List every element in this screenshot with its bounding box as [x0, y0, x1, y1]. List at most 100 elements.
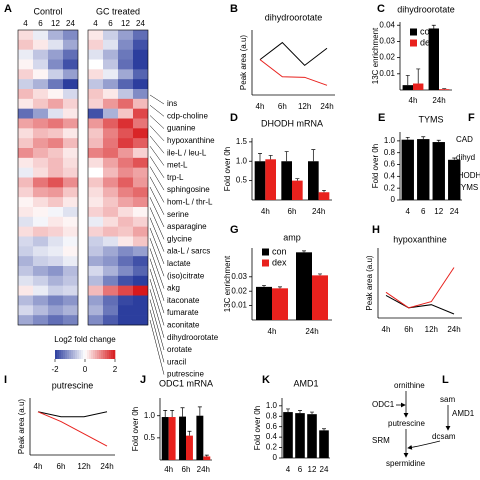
heatmap-cell [33, 266, 48, 277]
error-bar [204, 454, 209, 457]
heatmap-cell [118, 98, 133, 109]
x-tick-label: 4h [34, 462, 43, 471]
heatmap-cell [88, 157, 103, 168]
heatmap-cell [63, 69, 78, 80]
x-tick-label: 6 [421, 207, 426, 216]
x-tick-label: 12h [298, 102, 311, 111]
y-tick-label: 0.03 [379, 37, 395, 46]
colorbar-step [85, 350, 88, 359]
heatmap-cell [118, 197, 133, 208]
colorbar-step [113, 350, 116, 359]
error-bar [310, 411, 314, 415]
leader-line [149, 238, 165, 277]
row-label: sphingosine [167, 185, 210, 194]
heatmap-cell [118, 305, 133, 316]
heatmap-cell [33, 177, 48, 188]
column-label: 6 [108, 19, 113, 28]
heatmap-cell [133, 79, 148, 90]
heatmap-cell [48, 256, 63, 267]
heatmap-cell [103, 275, 118, 286]
colorbar-step [93, 350, 96, 359]
row-label: ala-L / sarcs [167, 247, 210, 256]
row-label: (iso)citrate [167, 271, 205, 280]
heatmap-cell [18, 236, 33, 247]
column-label: 24 [136, 19, 145, 28]
heatmap-cell [103, 39, 118, 50]
legend-label: con [420, 26, 435, 36]
colorbar-step [103, 350, 106, 359]
y-tick-label: 0.2 [384, 183, 396, 192]
heatmap-cell [118, 108, 133, 119]
heatmap-cell [103, 266, 118, 277]
chart-title: AMD1 [293, 378, 318, 388]
heatmap-cell [103, 148, 118, 159]
x-tick-label: 24h [312, 207, 325, 216]
bar [319, 430, 329, 458]
heatmap-cell [88, 197, 103, 208]
heatmap-cell [48, 98, 63, 109]
heatmap-cell [133, 246, 148, 257]
heatmap-cell [118, 79, 133, 90]
heatmap-cell [133, 266, 148, 277]
heatmap-cell [63, 266, 78, 277]
heatmap-cell [103, 157, 118, 168]
heatmap-cell [133, 39, 148, 50]
colorbar-step [75, 350, 78, 359]
error-bar [452, 157, 457, 160]
bar [292, 180, 303, 200]
heatmap-cell [103, 118, 118, 129]
heatmap-cell [33, 315, 48, 326]
heatmap-cell [133, 89, 148, 100]
heatmap-cell [118, 207, 133, 218]
heatmap-cell [18, 108, 33, 119]
x-tick-label: 24h [197, 465, 210, 474]
leader-line [149, 166, 165, 191]
leader-line [149, 115, 165, 129]
heatmap-cell [118, 118, 133, 129]
x-tick-label: 24h [447, 325, 460, 334]
heatmap-cell [33, 49, 48, 60]
heatmap-cell [133, 236, 148, 247]
heatmap-cell [33, 167, 48, 178]
y-tick-label: 0.04 [379, 20, 395, 29]
error-bar [262, 285, 266, 287]
heatmap-cell [18, 256, 33, 267]
heatmap-cell [133, 157, 148, 168]
row-label: dihydroorotate [167, 333, 219, 342]
heatmap-cell [48, 305, 63, 316]
row-label: ile-L / leu-L [167, 148, 207, 157]
heatmap-cell [118, 226, 133, 237]
row-label: lactate [167, 259, 191, 268]
leader-line [149, 156, 165, 178]
heatmap-cell [103, 226, 118, 237]
node: dcsam [432, 432, 456, 441]
x-tick-label: 6h [404, 325, 413, 334]
heatmap-cell [33, 216, 48, 227]
heatmap-cell [33, 197, 48, 208]
heatmap-cell [118, 89, 133, 100]
heatmap-cell [63, 148, 78, 159]
bar [432, 142, 445, 200]
heatmap-cell [48, 177, 63, 188]
row-label: akg [167, 284, 180, 293]
bar [283, 412, 293, 458]
y-tick-label: 0.4 [384, 171, 396, 180]
heatmap-cell [88, 30, 103, 41]
colorbar-step [79, 350, 82, 359]
colorbar-step [61, 350, 64, 359]
panel-letter: G [230, 224, 239, 236]
x-tick-label: 24h [100, 462, 113, 471]
heatmap-cell [88, 138, 103, 149]
heatmap-cell [103, 108, 118, 119]
leader-line [149, 135, 165, 154]
heatmap-cell [48, 226, 63, 237]
heatmap-cell [63, 49, 78, 60]
x-tick-label: 12h [77, 462, 90, 471]
heatmap-cell [103, 295, 118, 306]
heatmap-cell [18, 148, 33, 159]
bar [308, 161, 319, 200]
heatmap-cell [48, 69, 63, 80]
colorbar-step [65, 350, 68, 359]
error-bar [258, 153, 262, 162]
y-tick-label: 0.02 [231, 286, 247, 295]
